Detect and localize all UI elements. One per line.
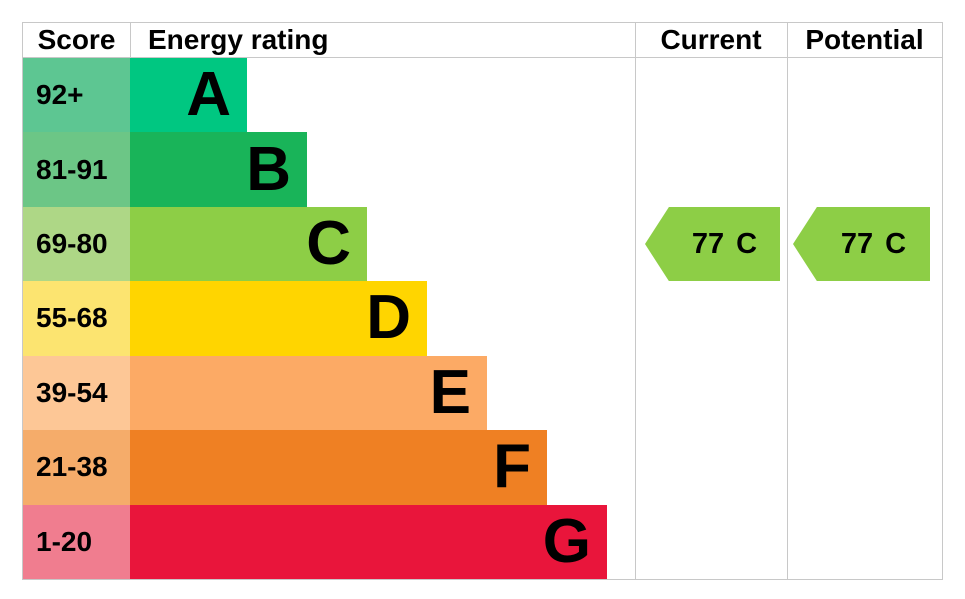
band-row-f: 21-38 F [23, 430, 942, 505]
band-row-c: 69-80 C [23, 206, 942, 282]
current-column-divider-line [635, 23, 636, 579]
rating-bar-f: F [130, 430, 547, 505]
score-range-label: 92+ [23, 58, 130, 133]
rating-bar-g: G [130, 504, 607, 579]
band-row-d: 55-68 D [23, 281, 942, 356]
rating-bar-d: D [130, 281, 427, 356]
potential-score-value: 77 [840, 227, 874, 260]
score-range-label: 81-91 [23, 132, 130, 207]
potential-grade-letter: C [885, 227, 907, 260]
score-range-label: 1-20 [23, 504, 130, 579]
band-row-g: 1-20 G [23, 504, 942, 579]
current-grade-letter: C [736, 227, 758, 260]
score-range-label: 55-68 [23, 281, 130, 356]
rating-bar-c: C [130, 206, 367, 282]
score-energy-divider-line [130, 23, 131, 57]
score-range-label: 21-38 [23, 430, 130, 505]
band-row-b: 81-91 B [23, 132, 942, 207]
band-row-e: 39-54 E [23, 355, 942, 431]
potential-column-header: Potential [805, 24, 924, 55]
current-score-value: 77 [691, 227, 725, 260]
current-column-header: Current [660, 24, 762, 55]
band-row-a: 92+ A [23, 58, 942, 133]
energy-rating-column-header: Energy rating [148, 24, 329, 55]
epc-rating-chart: Score Energy rating Current Potential 92… [22, 22, 943, 580]
chart-header-row: Score Energy rating Current Potential [23, 23, 942, 58]
potential-column-divider-line [787, 23, 788, 579]
score-column-header: Score [37, 24, 116, 55]
potential-rating-arrow: 77 C [793, 206, 930, 282]
score-range-label: 69-80 [23, 206, 130, 282]
rating-bar-b: B [130, 132, 307, 207]
rating-bands: 92+ A 81-91 B 69-80 C 55-68 D 39-54 E 21-38 F 1-20 G [23, 58, 942, 579]
score-range-label: 39-54 [23, 355, 130, 431]
current-rating-arrow: 77 C [645, 206, 780, 282]
rating-bar-a: A [130, 58, 247, 133]
rating-bar-e: E [130, 355, 487, 431]
